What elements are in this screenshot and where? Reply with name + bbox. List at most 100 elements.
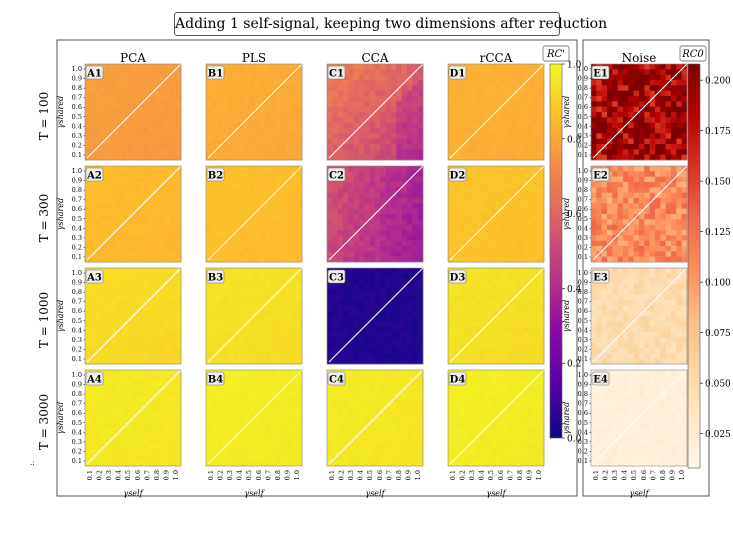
- y-tick-label: 0.9: [578, 381, 588, 389]
- column-header-pca: PCA: [120, 51, 146, 65]
- panel-label-box: [448, 269, 467, 284]
- y-tick-label: 0.8: [72, 84, 82, 92]
- heatmap-border: [447, 369, 545, 467]
- diagonal-line: [592, 63, 688, 159]
- y-tick-label: 0.2: [578, 447, 588, 455]
- panel-label-box: [327, 65, 346, 80]
- x-tick-label: 0.7: [506, 470, 514, 480]
- column-header-rcca: rCCA: [480, 51, 513, 65]
- y-tick-label: 0.8: [72, 288, 82, 296]
- x-tick-label: 0.3: [105, 470, 113, 480]
- x-tick-label: 0.4: [478, 470, 486, 480]
- x-tick-label: 0.9: [525, 470, 533, 480]
- x-tick-label: 0.9: [668, 470, 676, 480]
- diagonal-line: [86, 165, 182, 261]
- x-tick-label: 0.3: [468, 470, 476, 480]
- y-axis-label: γshared: [56, 300, 65, 333]
- x-tick-label: 0.7: [649, 470, 657, 480]
- heatmap-border: [326, 267, 424, 365]
- x-tick-label: 0.1: [328, 470, 336, 480]
- panel-label-A1: A1: [86, 69, 102, 80]
- heatmap-B1: [205, 63, 303, 161]
- y-tick-label: 0.9: [72, 177, 82, 185]
- colorbar-noise-tick-label: 0.075: [705, 329, 731, 339]
- x-tick-label: 1.0: [678, 470, 686, 480]
- panel-label-box: [591, 167, 610, 182]
- main-frame: [56, 39, 578, 497]
- x-tick-label: 0.8: [274, 470, 282, 480]
- x-tick-label: 0.6: [640, 470, 648, 480]
- panel-label-box: [327, 167, 346, 182]
- x-tick-label: 0.4: [115, 470, 123, 480]
- y-tick-label: 0.2: [72, 243, 82, 251]
- y-tick-label: 0.6: [578, 307, 588, 315]
- panel-label-B1: B1: [208, 69, 223, 80]
- y-tick-label: 0.9: [72, 75, 82, 83]
- colorbar-main: [549, 63, 563, 439]
- panel-label-box: [206, 65, 225, 80]
- x-tick-label: 0.2: [602, 470, 610, 480]
- x-tick-label: 0.8: [516, 470, 524, 480]
- heatmap-border: [205, 369, 303, 467]
- y-tick-label: 0.3: [72, 336, 82, 344]
- y-tick-label: 0.9: [72, 381, 82, 389]
- panel-label-A4: A4: [86, 375, 102, 386]
- diagonal-line: [592, 165, 688, 261]
- x-axis-label: γself: [123, 489, 144, 498]
- y-tick-label: 0.8: [72, 186, 82, 194]
- row-label-0: T = 100: [37, 92, 51, 141]
- y-tick-label: 0.1: [72, 151, 82, 159]
- x-tick-label: 0.3: [226, 470, 234, 480]
- diagonal-line: [86, 267, 182, 363]
- figure-title: Adding 1 self-signal, keeping two dimens…: [174, 12, 607, 36]
- heatmap-border: [84, 267, 182, 365]
- y-tick-label: 0.2: [578, 243, 588, 251]
- diagonal-line: [449, 165, 545, 261]
- panel-label-box: [591, 269, 610, 284]
- y-tick-label: 1.0: [578, 65, 588, 73]
- y-tick-label: 0.8: [578, 288, 588, 296]
- heatmap-A3: [84, 267, 182, 365]
- y-tick-label: 0.4: [72, 326, 82, 334]
- column-header-cca: CCA: [361, 51, 388, 65]
- x-tick-label: 0.6: [497, 470, 505, 480]
- y-tick-label: 0.7: [578, 94, 588, 102]
- panel-label-B3: B3: [208, 273, 223, 284]
- y-tick-label: 0.3: [72, 132, 82, 140]
- panel-label-box: [448, 371, 467, 386]
- panel-label-box: [591, 65, 610, 80]
- panel-label-box: [85, 371, 104, 386]
- y-tick-label: 0.2: [72, 447, 82, 455]
- diagonal-line: [328, 267, 424, 363]
- diagonal-line: [592, 369, 688, 465]
- y-tick-label: 0.4: [578, 224, 588, 232]
- y-tick-label: 0.7: [72, 196, 82, 204]
- y-tick-label: 0.8: [578, 84, 588, 92]
- y-axis-label: γshared: [562, 96, 571, 129]
- x-tick-label: 0.1: [207, 470, 215, 480]
- heatmap-border: [590, 63, 688, 161]
- y-tick-label: 1.0: [72, 167, 82, 175]
- panel-label-box: [206, 167, 225, 182]
- x-tick-label: 0.4: [357, 470, 365, 480]
- x-tick-label: 0.5: [124, 470, 132, 480]
- heatmap-border: [447, 165, 545, 263]
- heatmap-border: [590, 267, 688, 365]
- colorbar-main-tick-label: 0.0: [567, 435, 582, 445]
- x-tick-label: 1.0: [414, 470, 422, 480]
- y-axis-label: γshared: [562, 402, 571, 435]
- panel-label-D1: D1: [450, 69, 466, 80]
- heatmap-A2: [84, 165, 182, 263]
- x-tick-label: 0.3: [347, 470, 355, 480]
- heatmap-border: [447, 267, 545, 365]
- x-tick-label: 0.2: [96, 470, 104, 480]
- y-tick-label: 0.1: [72, 355, 82, 363]
- heatmap-border: [590, 165, 688, 263]
- y-tick-label: 0.7: [578, 298, 588, 306]
- y-tick-label: 0.4: [72, 224, 82, 232]
- heatmap-border: [84, 63, 182, 161]
- colorbar-main-tick-label: 0.8: [567, 135, 582, 145]
- x-axis-label: γself: [486, 489, 507, 498]
- column-header-pls: PLS: [242, 51, 266, 65]
